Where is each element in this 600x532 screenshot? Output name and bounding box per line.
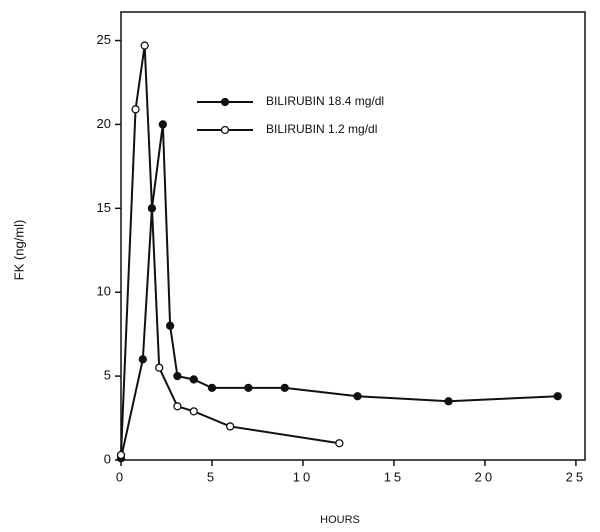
plot-frame — [120, 11, 586, 461]
x-tick-label: 25 — [566, 469, 586, 484]
y-tick-label: 20 — [97, 116, 111, 131]
x-axis-label: HOURS — [320, 514, 360, 526]
legend-label: BILIRUBIN 1.2 mg/dl — [266, 122, 377, 136]
data-point — [226, 422, 235, 431]
data-point — [140, 41, 149, 50]
data-point — [189, 407, 198, 416]
y-tick-label: 5 — [104, 368, 111, 383]
x-tick-label: 0 — [116, 469, 126, 484]
data-point — [165, 321, 175, 330]
legend-label: BILIRUBIN 18.4 mg/dl — [266, 94, 384, 108]
data-point — [280, 383, 289, 393]
legend-marker — [220, 125, 230, 135]
y-tick-label: 15 — [97, 200, 111, 215]
data-point — [158, 120, 168, 129]
data-point — [207, 383, 217, 393]
legend-marker — [220, 97, 230, 107]
data-point — [244, 383, 253, 393]
data-point — [444, 397, 453, 406]
data-point — [353, 392, 362, 401]
data-point — [189, 375, 198, 384]
y-tick-label: 25 — [97, 32, 111, 47]
x-tick-label: 20 — [475, 469, 495, 484]
y-axis-label: FK (ng/ml) — [11, 220, 26, 281]
data-point — [553, 392, 562, 401]
y-tick-label: 0 — [104, 451, 111, 466]
data-point — [173, 402, 182, 411]
data-point — [116, 450, 126, 460]
data-point — [335, 439, 344, 448]
data-point — [155, 363, 164, 372]
data-point — [138, 355, 147, 364]
series-line — [120, 45, 340, 456]
x-tick-label: 10 — [293, 469, 313, 484]
x-tick-label: 5 — [207, 469, 217, 484]
x-tick-label: 15 — [384, 469, 404, 484]
data-point — [173, 371, 182, 381]
data-point — [131, 105, 140, 114]
y-tick-label: 10 — [97, 284, 111, 299]
